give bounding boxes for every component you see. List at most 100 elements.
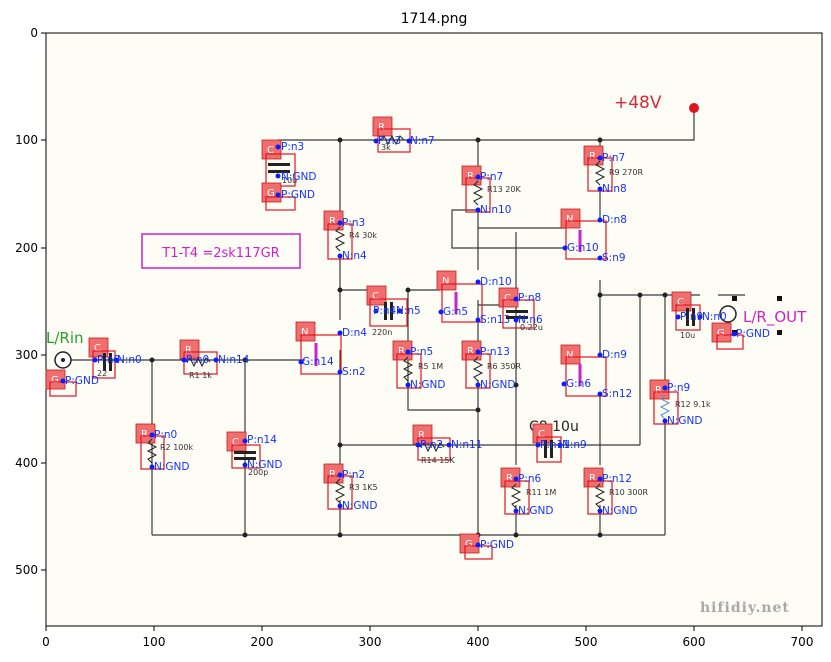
svg-text:G: G <box>51 375 59 386</box>
svg-text:P:GND: P:GND <box>65 375 99 387</box>
svg-text:R: R <box>185 345 192 356</box>
svg-text:C: C <box>372 291 379 302</box>
component-c7: C 10u P:n9 N:n0 <box>671 291 727 340</box>
svg-text:D:n8: D:n8 <box>602 214 627 226</box>
svg-text:R14 15K: R14 15K <box>421 456 455 465</box>
component-r-top: R 3k P:n3 N:n7 <box>372 116 435 153</box>
y-tick-label: 300 <box>15 348 38 362</box>
component-r6: R R6 350R P:n13 N:GND <box>461 340 521 391</box>
svg-text:N:n0: N:n0 <box>117 354 142 366</box>
svg-text:R: R <box>467 346 474 357</box>
svg-text:P:n11: P:n11 <box>540 439 570 451</box>
y-axis: 0 100 200 300 400 500 <box>15 26 46 577</box>
svg-text:R10 300R: R10 300R <box>609 488 649 497</box>
svg-text:C: C <box>94 343 101 354</box>
component-r4: R R4 30k P:n3 N:n4 <box>323 210 377 262</box>
svg-text:G: G <box>465 539 473 550</box>
svg-text:G:n14: G:n14 <box>302 356 334 368</box>
svg-text:N: N <box>566 350 573 361</box>
svg-text:G:n6: G:n6 <box>566 378 591 390</box>
component-r2: R R2 100k P:n0 N:GND <box>135 423 193 473</box>
svg-text:P:n3: P:n3 <box>378 135 401 147</box>
svg-text:N:GND: N:GND <box>667 415 702 427</box>
svg-text:G:n10: G:n10 <box>567 242 599 254</box>
x-tick-label: 200 <box>251 635 274 649</box>
svg-text:P:n14: P:n14 <box>247 434 277 446</box>
component-g-bottom: G P:GND <box>459 533 514 560</box>
svg-text:200p: 200p <box>248 468 268 477</box>
x-tick-label: 100 <box>143 635 166 649</box>
svg-text:N:n9: N:n9 <box>562 439 587 451</box>
component-g1: G P:GND <box>261 182 315 211</box>
svg-text:C: C <box>232 437 239 448</box>
component-r13: R R13 20K P:n7 N:n10 <box>461 165 521 216</box>
supply-terminal <box>689 103 699 113</box>
output-jack <box>719 305 737 323</box>
svg-text:S:n12: S:n12 <box>602 388 632 400</box>
component-c3: C 0.22u P:n8 N:n6 <box>498 287 543 332</box>
svg-text:R: R <box>378 122 385 133</box>
svg-text:P:n7: P:n7 <box>480 171 503 183</box>
component-c8: C P:n11 N:n9 <box>532 423 587 463</box>
component-r5: R R5 1M P:n5 N:GND <box>392 340 445 391</box>
component-g-in: G P:GND <box>45 369 99 397</box>
y-tick-label: 0 <box>30 26 38 40</box>
component-g-out: G P:GND <box>711 322 770 350</box>
svg-text:N:n8: N:n8 <box>602 183 627 195</box>
svg-text:P:GND: P:GND <box>281 189 315 201</box>
svg-text:P:n7: P:n7 <box>602 152 625 164</box>
plot-area <box>46 33 822 626</box>
svg-text:R4 30k: R4 30k <box>349 231 377 240</box>
svg-text:C: C <box>504 293 511 304</box>
x-tick-label: 400 <box>467 635 490 649</box>
svg-text:P:GND: P:GND <box>480 539 514 551</box>
svg-text:10u: 10u <box>680 331 695 340</box>
svg-text:0.22u: 0.22u <box>520 323 543 332</box>
x-tick-label: 300 <box>359 635 382 649</box>
svg-text:R3 1K5: R3 1K5 <box>349 483 378 492</box>
svg-text:R6 350R: R6 350R <box>487 362 521 371</box>
svg-text:N: N <box>566 214 573 225</box>
svg-text:P:n13: P:n13 <box>480 346 510 358</box>
supply-label: +48V <box>614 93 662 113</box>
svg-text:3k: 3k <box>381 143 391 152</box>
svg-text:S:n9: S:n9 <box>602 252 626 264</box>
component-c-top: C 10u P:n3 N:GND <box>261 139 316 187</box>
watermark: hifidiy.net <box>700 600 790 616</box>
x-axis: 0 100 200 300 400 500 600 700 <box>42 626 813 649</box>
svg-text:N:n5: N:n5 <box>396 305 421 317</box>
svg-text:P:n5: P:n5 <box>410 346 433 358</box>
x-tick-label: 600 <box>683 635 706 649</box>
component-n-top: N D:n8 G:n10 S:n9 <box>560 208 627 264</box>
y-tick-label: 500 <box>15 563 38 577</box>
svg-text:22: 22 <box>97 369 107 378</box>
figure-title: 1714.png <box>401 11 468 27</box>
svg-text:N:GND: N:GND <box>410 379 445 391</box>
x-tick-label: 0 <box>42 635 50 649</box>
svg-text:P:n9: P:n9 <box>667 382 690 394</box>
y-tick-label: 400 <box>15 456 38 470</box>
svg-text:R9 270R: R9 270R <box>609 168 643 177</box>
note-label: T1-T4 =2sk117GR <box>161 246 279 261</box>
svg-text:R5 1M: R5 1M <box>418 362 443 371</box>
note-box <box>141 233 301 269</box>
svg-text:N: N <box>301 327 308 338</box>
svg-text:D:n10: D:n10 <box>480 276 512 288</box>
svg-text:G: G <box>717 328 725 339</box>
svg-text:P:n3: P:n3 <box>281 141 304 153</box>
output-label: L/R_OUT <box>743 308 807 327</box>
svg-text:R12 9.1k: R12 9.1k <box>675 400 711 409</box>
svg-text:R: R <box>329 469 336 480</box>
svg-text:P:GND: P:GND <box>736 328 770 340</box>
svg-text:R: R <box>467 171 474 182</box>
svg-text:N:GND: N:GND <box>247 459 282 471</box>
svg-text:G: G <box>267 188 275 199</box>
svg-text:G:n5: G:n5 <box>443 306 468 318</box>
svg-text:S:n13: S:n13 <box>480 314 510 326</box>
svg-text:C: C <box>538 429 545 440</box>
component-r12: R R12 9.1k P:n9 N:GND <box>649 379 711 427</box>
svg-text:R: R <box>589 151 596 162</box>
svg-text:10u: 10u <box>282 176 297 185</box>
svg-text:P:n8: P:n8 <box>518 292 541 304</box>
x-tick-label: 500 <box>575 635 598 649</box>
